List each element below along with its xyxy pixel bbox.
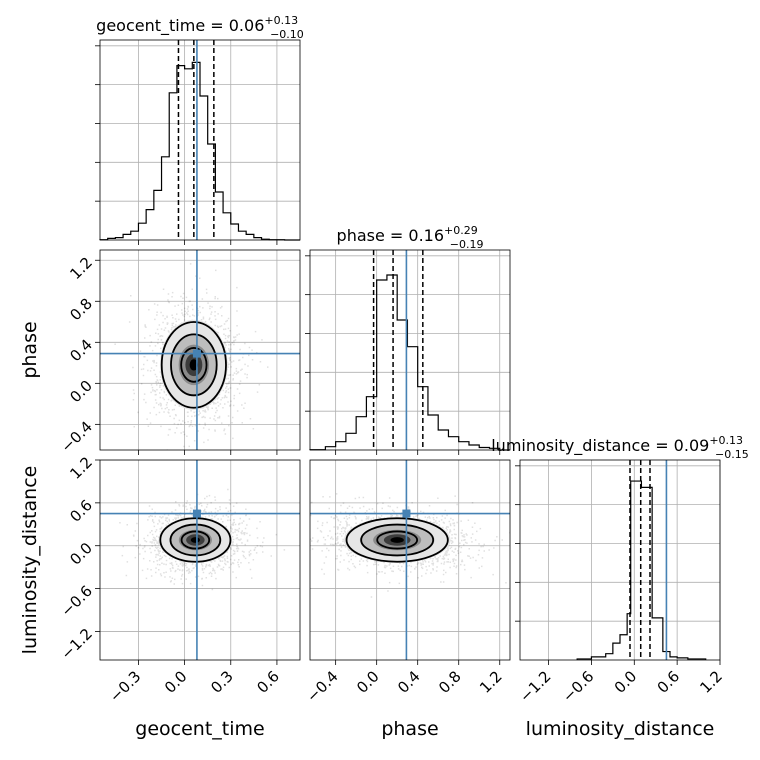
- contour-2-sigma: [170, 333, 218, 397]
- title-luminosity_distance: luminosity_distance = 0.09+0.13 −0.15: [491, 434, 749, 461]
- y-tick-label: 0.8: [66, 295, 96, 325]
- x-axis-label-luminosity_distance: luminosity_distance: [526, 718, 715, 740]
- truth-marker: [402, 509, 411, 518]
- title-plus: +0.13: [264, 14, 298, 27]
- panel-frame: [309, 459, 511, 661]
- title-minus: −0.10: [270, 28, 304, 41]
- truth-marker: [192, 349, 201, 358]
- y-axis-label-luminosity-distance: luminosity_distance: [19, 466, 41, 655]
- y-tick-label: −1.2: [58, 625, 96, 663]
- panel-content: [100, 250, 300, 450]
- contour-1-sigma: [376, 530, 419, 550]
- panel-content: [310, 460, 510, 660]
- x-tick-label: −0.6: [559, 667, 597, 705]
- y-tick-label: 0.0: [66, 377, 96, 407]
- y-tick-label: 0.6: [66, 496, 96, 526]
- scatter-panel-geocent_time-vs-luminosity_distance: [95, 459, 301, 665]
- hist-panel-phase: phase = 0.16+0.29 −0.19: [305, 224, 511, 455]
- y-tick-label: 1.2: [66, 254, 96, 284]
- y-tick-label: 0.0: [66, 539, 96, 569]
- title-prefix: luminosity_distance = 0.09: [491, 436, 709, 456]
- x-axis-label-geocent_time: geocent_time: [135, 718, 264, 740]
- x-tick-label: 1.2: [476, 667, 506, 697]
- title-prefix: geocent_time = 0.06: [96, 16, 264, 36]
- x-tick-label: 0.0: [161, 667, 191, 697]
- x-tick-label: 1.2: [696, 667, 726, 697]
- title-minus: −0.19: [450, 238, 484, 251]
- x-tick-label: 0.3: [207, 667, 237, 697]
- histogram-phase: [309, 274, 510, 451]
- x-tick-label: 0.4: [394, 667, 424, 697]
- histogram-luminosity_distance: [576, 480, 707, 660]
- hist-panel-geocent_time: geocent_time = 0.06+0.13 −0.10: [95, 14, 304, 245]
- x-axis-label-phase: phase: [381, 718, 438, 740]
- x-tick-label: 0.8: [435, 667, 465, 697]
- contour-2-sigma: [360, 523, 435, 557]
- panel-frame: [519, 459, 721, 661]
- title-phase: phase = 0.16+0.29 −0.19: [337, 224, 484, 251]
- y-tick-label: 0.4: [66, 336, 96, 366]
- truth-marker: [192, 509, 201, 518]
- scatter-panel-geocent_time-vs-phase: [95, 249, 301, 455]
- title-geocent_time: geocent_time = 0.06+0.13 −0.10: [96, 14, 304, 41]
- density-level-5: [190, 537, 200, 543]
- title-plus: +0.13: [709, 434, 743, 447]
- contour-2-sigma: [169, 523, 222, 557]
- panel-content: [100, 460, 300, 660]
- panel-frame: [99, 39, 301, 241]
- x-tick-label: 0.6: [654, 667, 684, 697]
- x-tick-label: −0.3: [106, 667, 144, 705]
- title-minus: −0.15: [715, 448, 749, 461]
- panel-frame: [309, 249, 511, 451]
- scatter-points: [114, 263, 269, 450]
- contour-3-sigma: [160, 321, 227, 409]
- contour-1-sigma: [180, 530, 211, 550]
- scatter-panel-phase-vs-luminosity_distance: [309, 459, 511, 665]
- contour-1-sigma: [180, 347, 208, 383]
- x-tick-label: 0.0: [611, 667, 641, 697]
- density-level-5: [189, 359, 199, 371]
- y-tick-label: 1.2: [66, 453, 96, 483]
- y-tick-label: −0.6: [58, 582, 96, 620]
- density-level-5: [390, 537, 404, 543]
- title-prefix: phase = 0.16: [337, 226, 444, 245]
- hist-panel-luminosity_distance: luminosity_distance = 0.09+0.13 −0.15: [491, 434, 749, 665]
- histogram-geocent_time: [99, 61, 300, 241]
- contour-3-sigma: [159, 517, 232, 563]
- title-plus: +0.29: [444, 224, 478, 237]
- x-tick-label: 0.0: [353, 667, 383, 697]
- x-tick-label: −0.4: [303, 667, 341, 705]
- x-tick-label: −1.2: [516, 667, 554, 705]
- contour-3-sigma: [345, 517, 449, 563]
- panel-frame: [99, 249, 301, 451]
- y-tick-label: −0.4: [58, 418, 96, 456]
- x-tick-label: 0.6: [253, 667, 283, 697]
- panel-frame: [99, 459, 301, 661]
- y-axis-label-phase: phase: [19, 321, 41, 378]
